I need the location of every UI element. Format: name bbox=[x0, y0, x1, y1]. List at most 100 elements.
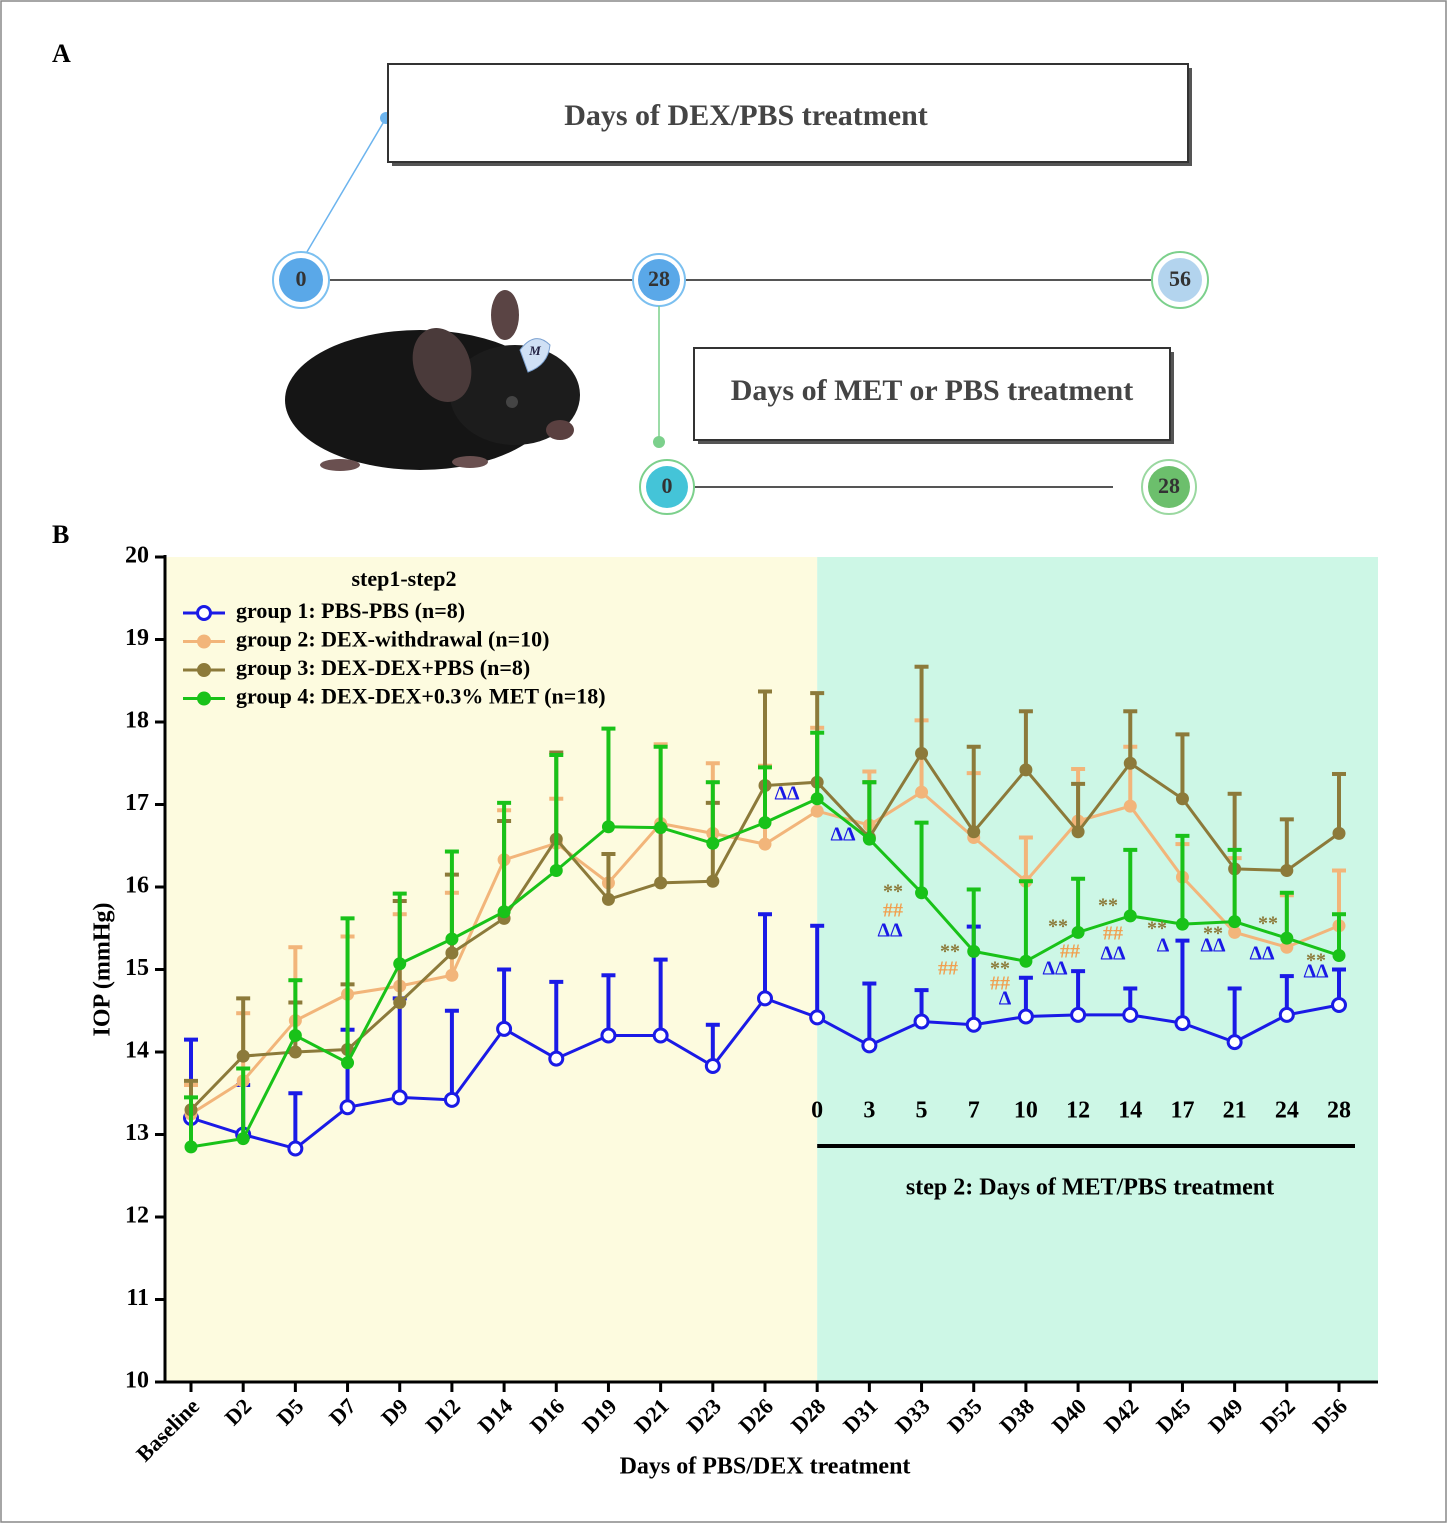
point bbox=[1175, 917, 1189, 931]
y-tick-label: 18 bbox=[125, 708, 149, 734]
node-label: 28 bbox=[648, 266, 670, 291]
point bbox=[1175, 792, 1189, 806]
node-label: 0 bbox=[296, 266, 307, 291]
point bbox=[1071, 925, 1085, 939]
significance-mark: ΔΔ bbox=[1042, 958, 1068, 980]
significance-mark: ## bbox=[990, 973, 1010, 995]
point bbox=[915, 886, 929, 900]
timeline-node: 0 bbox=[272, 251, 330, 309]
legend-label: group 2: DEX-withdrawal (n=10) bbox=[236, 627, 549, 652]
point bbox=[967, 825, 981, 839]
point bbox=[706, 836, 720, 850]
point bbox=[1280, 864, 1294, 877]
y-tick-label: 19 bbox=[125, 625, 149, 651]
point bbox=[445, 932, 459, 946]
point bbox=[704, 1058, 721, 1075]
point bbox=[758, 837, 772, 851]
point bbox=[1017, 1008, 1034, 1025]
significance-mark: ** bbox=[883, 881, 903, 903]
legend-entry: group 3: DEX-DEX+PBS (n=8) bbox=[183, 655, 530, 680]
point bbox=[915, 785, 929, 799]
y-tick-label: 17 bbox=[125, 790, 149, 816]
y-axis-label: IOP (mmHg) bbox=[90, 903, 116, 1037]
point bbox=[184, 1140, 198, 1154]
legend-marker bbox=[196, 605, 212, 621]
step2-day-label: 21 bbox=[1223, 1098, 1247, 1124]
point bbox=[393, 996, 407, 1009]
timeline-node: 56 bbox=[1151, 251, 1209, 309]
y-tick-label: 20 bbox=[125, 543, 149, 569]
legend-marker bbox=[197, 691, 211, 706]
node-label: 28 bbox=[1158, 473, 1180, 498]
point bbox=[1019, 954, 1033, 968]
box-label: Days of DEX/PBS treatment bbox=[564, 99, 928, 132]
y-tick-label: 13 bbox=[125, 1120, 149, 1146]
point bbox=[601, 892, 615, 906]
significance-mark: ## bbox=[1103, 923, 1123, 945]
y-tick-label: 10 bbox=[125, 1368, 149, 1394]
box bbox=[387, 63, 1189, 163]
timeline-node: 28 bbox=[632, 253, 686, 307]
point bbox=[1070, 1006, 1087, 1023]
legend-label: group 3: DEX-DEX+PBS (n=8) bbox=[236, 655, 530, 680]
point bbox=[1226, 1034, 1243, 1051]
significance-mark: ΔΔ bbox=[830, 824, 856, 846]
x-axis-label: Days of PBS/DEX treatment bbox=[620, 1454, 911, 1480]
panel-label: A bbox=[52, 39, 71, 68]
mouse: M bbox=[285, 290, 580, 471]
significance-mark: ## bbox=[938, 958, 958, 980]
point bbox=[496, 1020, 513, 1037]
point bbox=[601, 820, 615, 834]
point bbox=[757, 990, 773, 1007]
legend-marker bbox=[197, 663, 211, 677]
node-label: 0 bbox=[662, 473, 673, 498]
legend-entry: group 2: DEX-withdrawal (n=10) bbox=[183, 627, 549, 652]
step2-day-label: 3 bbox=[863, 1098, 875, 1124]
step2-day-label: 17 bbox=[1170, 1098, 1194, 1124]
legend-title: step1-step2 bbox=[351, 566, 456, 591]
point bbox=[236, 1049, 250, 1063]
y-tick-label: 12 bbox=[125, 1203, 149, 1229]
point bbox=[1019, 763, 1033, 777]
node-label: 56 bbox=[1169, 266, 1191, 291]
significance-mark: ** bbox=[1203, 923, 1223, 945]
series bbox=[184, 726, 1346, 1154]
point bbox=[915, 746, 929, 760]
point bbox=[913, 1013, 930, 1030]
step2-day-label: 0 bbox=[811, 1098, 823, 1124]
point bbox=[654, 876, 668, 890]
point bbox=[1332, 826, 1346, 840]
connector bbox=[300, 117, 387, 263]
mouse-tag: M bbox=[528, 343, 541, 358]
box bbox=[693, 347, 1171, 441]
significance-mark: ΔΔ bbox=[877, 920, 903, 942]
step2-label: step 2: Days of MET/PBS treatment bbox=[906, 1175, 1274, 1201]
phase-background bbox=[817, 557, 1378, 1382]
legend-label: group 4: DEX-DEX+0.3% MET (n=18) bbox=[236, 684, 606, 709]
step2-day-label: 12 bbox=[1066, 1098, 1090, 1124]
y-tick-label: 15 bbox=[125, 955, 149, 981]
legend-entry: group 4: DEX-DEX+0.3% MET (n=18) bbox=[183, 684, 606, 709]
point bbox=[391, 1089, 408, 1106]
legend-label: group 1: PBS-PBS (n=8) bbox=[236, 598, 465, 623]
point bbox=[236, 1132, 250, 1146]
point bbox=[810, 792, 824, 806]
point bbox=[443, 1091, 460, 1108]
significance-mark: ** bbox=[940, 941, 960, 963]
point bbox=[288, 1029, 302, 1042]
point bbox=[967, 944, 981, 958]
legend-entry: group 1: PBS-PBS (n=8) bbox=[183, 598, 465, 623]
point bbox=[706, 874, 720, 888]
point bbox=[1123, 799, 1137, 813]
point bbox=[341, 1056, 355, 1070]
point bbox=[548, 1050, 565, 1067]
phase-background bbox=[165, 557, 818, 1382]
point bbox=[1123, 756, 1137, 770]
point bbox=[1228, 915, 1242, 929]
significance-mark: ** bbox=[1048, 916, 1068, 938]
step2-day-label: 28 bbox=[1327, 1098, 1351, 1124]
point bbox=[861, 1037, 878, 1054]
